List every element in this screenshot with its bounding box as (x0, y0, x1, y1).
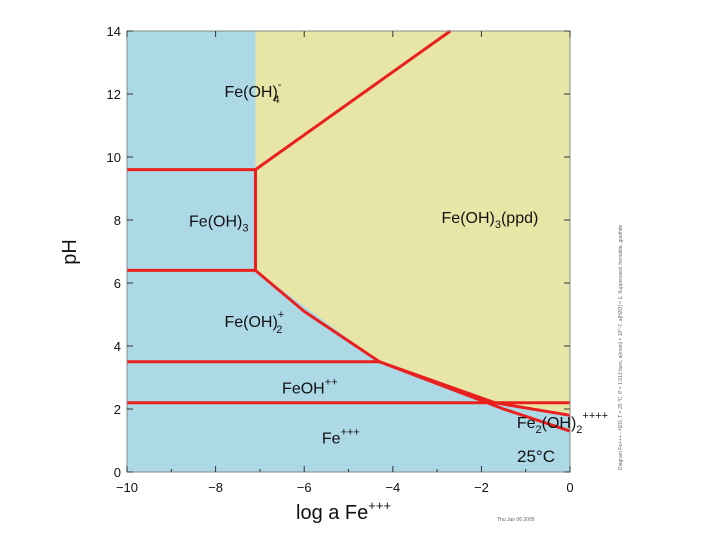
phase-boundaries (127, 29, 571, 433)
x-tick-label: −6 (297, 480, 312, 495)
field-label-4: Fe(OH)+ 2 (224, 309, 284, 336)
field-label-5: FeOH++ (282, 376, 338, 397)
x-tick-label: −2 (474, 480, 489, 495)
y-tick-label: 6 (114, 276, 121, 291)
y-tick-label: 8 (114, 213, 121, 228)
tick-labels: −10 −8 −6 −4 −2 0 0 2 4 6 8 10 12 14 (107, 24, 574, 495)
x-tick-label: −4 (385, 480, 400, 495)
x-axis-title: log a Fe+++ (296, 498, 391, 524)
credit-text: Thu Jan 06 2005 (497, 517, 535, 523)
field-label-2: Fe(OH)3 (189, 213, 248, 234)
field-label-6: Fe+++ (322, 427, 360, 448)
x-tick-label: 0 (566, 480, 573, 495)
y-tick-label: 0 (114, 465, 121, 480)
boundary-line-8 (378, 360, 571, 433)
side-note: Diagram Fe+++ - H2O, T = 25 °C, P = 1.01… (618, 225, 624, 470)
field-label-1: Fe(OH)-4 (224, 79, 281, 106)
x-tick-label: −10 (116, 480, 138, 495)
precipitate-region (255, 31, 570, 416)
y-tick-label: 4 (114, 339, 121, 354)
boundary-line-4 (254, 29, 452, 171)
field-labels: Fe(OH)-4 Fe(OH)3 Fe(OH)3(ppd) Fe(OH)+ 2 FeOH+… (189, 79, 608, 448)
x-tick-label: −8 (208, 480, 223, 495)
y-tick-label: 12 (107, 87, 121, 102)
x-axis-title-sup: +++ (368, 498, 391, 513)
y-tick-label: 2 (114, 402, 121, 417)
y-axis-title: pH (59, 239, 81, 265)
x-axis-title-main: log a Fe (296, 502, 368, 524)
temperature-label: 25°C (517, 447, 555, 466)
y-tick-label: 14 (107, 24, 121, 39)
y-tick-label: 10 (107, 150, 121, 165)
field-label-7: Fe2(OH)2++++ (517, 410, 608, 436)
field-label-3: Fe(OH)3(ppd) (442, 210, 539, 231)
axis-ticks (126, 30, 571, 473)
